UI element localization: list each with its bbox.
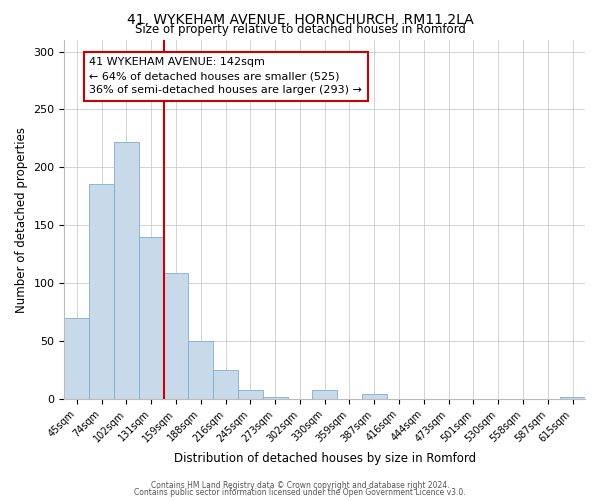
Y-axis label: Number of detached properties: Number of detached properties — [15, 126, 28, 312]
Bar — [114, 142, 139, 399]
Bar — [89, 184, 114, 399]
X-axis label: Distribution of detached houses by size in Romford: Distribution of detached houses by size … — [173, 452, 476, 465]
Text: Contains HM Land Registry data © Crown copyright and database right 2024.: Contains HM Land Registry data © Crown c… — [151, 480, 449, 490]
Bar — [188, 341, 213, 399]
Bar — [560, 396, 585, 399]
Text: Size of property relative to detached houses in Romford: Size of property relative to detached ho… — [134, 22, 466, 36]
Bar — [313, 390, 337, 399]
Bar — [238, 390, 263, 399]
Text: Contains public sector information licensed under the Open Government Licence v3: Contains public sector information licen… — [134, 488, 466, 497]
Bar — [362, 394, 386, 399]
Bar — [164, 273, 188, 399]
Text: 41 WYKEHAM AVENUE: 142sqm
← 64% of detached houses are smaller (525)
36% of semi: 41 WYKEHAM AVENUE: 142sqm ← 64% of detac… — [89, 58, 362, 96]
Bar — [64, 318, 89, 399]
Bar — [213, 370, 238, 399]
Bar — [263, 396, 287, 399]
Text: 41, WYKEHAM AVENUE, HORNCHURCH, RM11 2LA: 41, WYKEHAM AVENUE, HORNCHURCH, RM11 2LA — [127, 12, 473, 26]
Bar — [139, 237, 164, 399]
